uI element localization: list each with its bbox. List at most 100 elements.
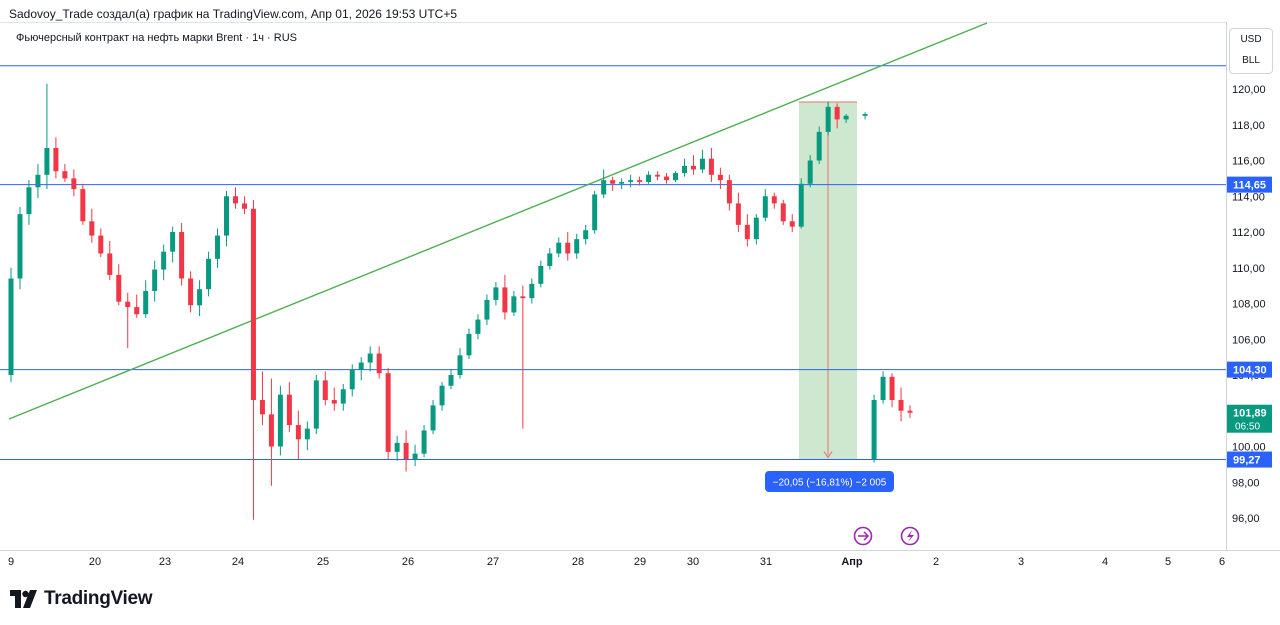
- candle-body[interactable]: [17, 214, 23, 279]
- candle-body[interactable]: [35, 174, 41, 188]
- currency-qty[interactable]: BLL: [1242, 55, 1260, 66]
- candle-body[interactable]: [538, 265, 544, 284]
- tradingview-logo[interactable]: TradingView: [10, 588, 153, 610]
- candle-body[interactable]: [367, 353, 373, 363]
- candle-body[interactable]: [520, 296, 526, 299]
- candle-body[interactable]: [250, 208, 256, 401]
- candle-body[interactable]: [161, 251, 167, 270]
- symbol-legend[interactable]: Фьючерсный контракт на нефть марки Brent…: [16, 32, 297, 44]
- candle-body[interactable]: [412, 453, 418, 460]
- candle-body[interactable]: [116, 274, 122, 302]
- candle-body[interactable]: [143, 290, 149, 315]
- candle-body[interactable]: [349, 369, 355, 390]
- candle-body[interactable]: [152, 269, 158, 291]
- candle-body[interactable]: [529, 283, 535, 299]
- candle-body[interactable]: [313, 380, 319, 429]
- candle-body[interactable]: [277, 394, 283, 447]
- candle-body[interactable]: [98, 235, 104, 254]
- candle-body[interactable]: [673, 173, 679, 181]
- candle-body[interactable]: [862, 114, 868, 116]
- candle-body[interactable]: [385, 373, 391, 452]
- candle-body[interactable]: [107, 253, 113, 275]
- candle-body[interactable]: [583, 230, 589, 240]
- candle-body[interactable]: [610, 180, 616, 184]
- candle-body[interactable]: [717, 174, 723, 181]
- candle-body[interactable]: [439, 385, 445, 406]
- candle-body[interactable]: [484, 299, 490, 320]
- candle-body[interactable]: [655, 174, 661, 177]
- candle-body[interactable]: [798, 183, 804, 227]
- candle-body[interactable]: [206, 258, 212, 290]
- candle-body[interactable]: [53, 147, 59, 172]
- candle-body[interactable]: [241, 203, 247, 209]
- candle-body[interactable]: [304, 428, 310, 440]
- candle-body[interactable]: [134, 307, 140, 315]
- candle-body[interactable]: [448, 375, 454, 386]
- candle-body[interactable]: [637, 180, 643, 182]
- candle-body[interactable]: [780, 203, 786, 222]
- candle-body[interactable]: [880, 376, 886, 401]
- candle-body[interactable]: [179, 232, 185, 279]
- candle-body[interactable]: [889, 376, 895, 401]
- candle-body[interactable]: [340, 389, 346, 404]
- candle-body[interactable]: [466, 333, 472, 356]
- candle-body[interactable]: [843, 115, 849, 120]
- candle-body[interactable]: [592, 194, 598, 231]
- candle-body[interactable]: [646, 174, 652, 182]
- candle-body[interactable]: [80, 189, 86, 222]
- candle-body[interactable]: [898, 400, 904, 411]
- candle-body[interactable]: [493, 287, 499, 300]
- candle-body[interactable]: [358, 362, 364, 370]
- candle-body[interactable]: [825, 106, 831, 132]
- candle-body[interactable]: [708, 158, 714, 175]
- candle-body[interactable]: [44, 147, 50, 175]
- candle-body[interactable]: [421, 430, 427, 454]
- candle-body[interactable]: [26, 187, 32, 215]
- candle-body[interactable]: [771, 196, 777, 204]
- candle-body[interactable]: [619, 181, 625, 184]
- candle-body[interactable]: [628, 180, 634, 182]
- candle-body[interactable]: [286, 394, 292, 426]
- candle-body[interactable]: [170, 232, 176, 252]
- candle-body[interactable]: [511, 296, 517, 313]
- candle-body[interactable]: [430, 405, 436, 431]
- candle-body[interactable]: [188, 278, 194, 306]
- candle-body[interactable]: [71, 178, 77, 190]
- candle-body[interactable]: [403, 442, 409, 460]
- candle-body[interactable]: [699, 158, 705, 170]
- candle-body[interactable]: [735, 203, 741, 225]
- candle-body[interactable]: [556, 242, 562, 254]
- economic-event-icon[interactable]: [853, 526, 873, 546]
- candle-body[interactable]: [565, 242, 571, 254]
- candle-body[interactable]: [907, 410, 913, 413]
- candle-body[interactable]: [125, 301, 131, 308]
- candle-body[interactable]: [574, 239, 580, 254]
- candle-body[interactable]: [62, 171, 68, 179]
- trend-line[interactable]: [8, 22, 988, 420]
- candle-body[interactable]: [681, 165, 687, 174]
- candle-body[interactable]: [816, 131, 822, 161]
- candle-body[interactable]: [215, 235, 221, 259]
- candle-body[interactable]: [89, 221, 95, 236]
- candle-body[interactable]: [376, 353, 382, 374]
- candle-body[interactable]: [726, 180, 732, 204]
- candle-body[interactable]: [259, 400, 265, 415]
- candle-body[interactable]: [224, 196, 230, 236]
- currency-selector[interactable]: USD BLL: [1229, 28, 1273, 74]
- candle-body[interactable]: [762, 196, 768, 218]
- candle-body[interactable]: [394, 442, 400, 452]
- candle-body[interactable]: [475, 319, 481, 334]
- candle-body[interactable]: [268, 414, 274, 447]
- candle-body[interactable]: [789, 221, 795, 227]
- candle-body[interactable]: [232, 196, 238, 204]
- candle-body[interactable]: [547, 253, 553, 266]
- candle-body[interactable]: [744, 224, 750, 240]
- candle-body[interactable]: [807, 160, 813, 184]
- candle-body[interactable]: [295, 425, 301, 440]
- candle-body[interactable]: [601, 180, 607, 195]
- candle-body[interactable]: [834, 106, 840, 120]
- candle-body[interactable]: [331, 400, 337, 404]
- candle-body[interactable]: [690, 165, 696, 170]
- candle-body[interactable]: [502, 287, 508, 313]
